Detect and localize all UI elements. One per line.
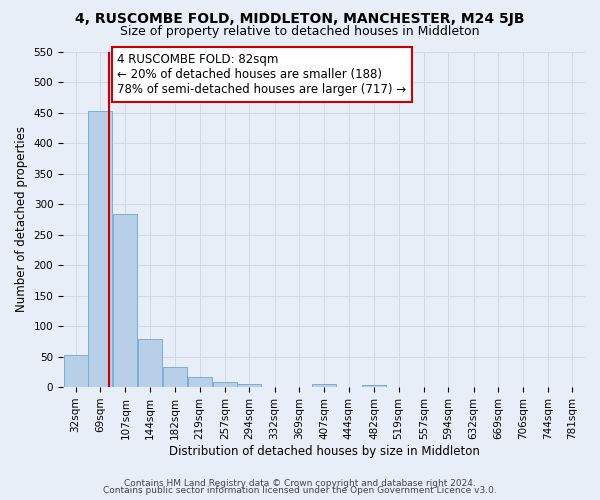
Text: Contains public sector information licensed under the Open Government Licence v3: Contains public sector information licen…: [103, 486, 497, 495]
Y-axis label: Number of detached properties: Number of detached properties: [15, 126, 28, 312]
Bar: [188, 376, 212, 387]
Bar: [64, 355, 88, 387]
Bar: [313, 384, 336, 387]
Text: 4, RUSCOMBE FOLD, MIDDLETON, MANCHESTER, M24 5JB: 4, RUSCOMBE FOLD, MIDDLETON, MANCHESTER,…: [75, 12, 525, 26]
X-axis label: Distribution of detached houses by size in Middleton: Distribution of detached houses by size …: [169, 444, 479, 458]
Bar: [362, 384, 386, 387]
Bar: [88, 112, 112, 387]
Text: Size of property relative to detached houses in Middleton: Size of property relative to detached ho…: [120, 25, 480, 38]
Bar: [163, 367, 187, 387]
Bar: [113, 214, 137, 387]
Text: Contains HM Land Registry data © Crown copyright and database right 2024.: Contains HM Land Registry data © Crown c…: [124, 478, 476, 488]
Bar: [213, 382, 237, 387]
Text: 4 RUSCOMBE FOLD: 82sqm
← 20% of detached houses are smaller (188)
78% of semi-de: 4 RUSCOMBE FOLD: 82sqm ← 20% of detached…: [118, 52, 407, 96]
Bar: [238, 384, 262, 387]
Bar: [138, 339, 162, 387]
